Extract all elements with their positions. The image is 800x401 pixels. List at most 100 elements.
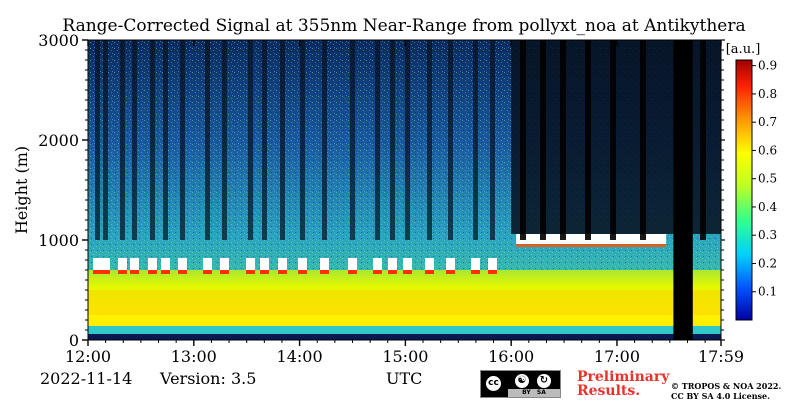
precip-dark-streak	[473, 40, 478, 240]
colorbar-tick-label: 0.7	[758, 115, 777, 129]
precip-dark-streak	[300, 40, 305, 240]
colorbar-tick-label: 0.5	[758, 172, 777, 186]
precip-dark-streak	[103, 40, 108, 240]
cloud-edge-red	[178, 270, 187, 274]
precip-dark-streak	[375, 40, 380, 240]
x-axis: 12:00 13:00 14:00 15:00 16:00 17:00 17:59	[65, 40, 744, 366]
precip-dark-streak	[640, 40, 646, 240]
colorbar-tick-label: 0.6	[758, 143, 777, 157]
by-icon: ☯	[514, 373, 530, 389]
cloud-edge-red	[220, 270, 229, 274]
x-tick-label: 12:00	[65, 347, 111, 366]
precip-dark-streak	[150, 40, 155, 240]
heatmap-area	[87, 39, 722, 341]
near-ground-band	[88, 326, 721, 334]
x-tick-label: 17:59	[698, 347, 744, 366]
x-tick-label: 17:00	[594, 347, 640, 366]
colorbar-tick-label: 0.1	[758, 285, 777, 299]
cloud-base-patch	[320, 258, 329, 270]
precip-dark-streak	[248, 40, 253, 240]
aerosol-peak-band	[88, 290, 721, 315]
cloud-base-patch	[161, 258, 170, 270]
precip-dark-streak	[262, 40, 267, 240]
cloud-base-patch	[278, 258, 287, 270]
cloud-edge-red	[161, 270, 170, 274]
cloud-edge-red	[388, 270, 397, 274]
y-tick-label: 2000	[38, 131, 79, 150]
cloud-base-patch	[178, 258, 187, 270]
precip-dark-streak	[390, 40, 395, 240]
precip-dark-streak	[120, 40, 125, 240]
cloud-edge-red	[488, 270, 497, 274]
copyright-line1: © TROPOS & NOA 2022.	[671, 381, 782, 391]
chart-title: Range-Corrected Signal at 355nm Near-Ran…	[62, 16, 746, 36]
footer-version: Version: 3.5	[160, 369, 257, 388]
colorbar: 0.1 0.2 0.3 0.4 0.5 0.6 0.7 0.8 0.9	[735, 59, 777, 321]
precip-dark-streak	[427, 40, 432, 240]
y-axis-label: Height (m)	[12, 146, 31, 234]
cloud-base-patch	[471, 258, 480, 270]
cloud-edge-red	[148, 270, 157, 274]
cloud-edge-red	[101, 270, 110, 274]
copyright-notice: © TROPOS & NOA 2022. CC BY SA 4.0 Licens…	[671, 381, 781, 401]
cloud-layer-edge	[516, 244, 667, 247]
colorbar-gradient	[735, 59, 753, 321]
precip-dark-streak	[163, 40, 168, 240]
copyright-line2: CC BY SA 4.0 License.	[671, 391, 770, 401]
cloud-base-patch	[373, 258, 382, 270]
ground-overlap-band	[88, 334, 721, 340]
cloud-base-patch	[93, 258, 102, 270]
cloud-edge-red	[348, 270, 357, 274]
colorbar-tick-label: 0.9	[758, 59, 777, 73]
cloud-base-patch	[425, 258, 434, 270]
license-badge-text: BY SA	[508, 389, 560, 397]
precip-dark-streak	[540, 40, 546, 240]
cc-license-badge: cc ☯ ↻ BY SA	[480, 370, 561, 398]
x-tick-label: 14:00	[277, 347, 323, 366]
precip-dark-streak	[448, 40, 453, 240]
cloud-base-patch	[403, 258, 412, 270]
y-tick-label: 1000	[38, 231, 79, 250]
cloud-base-patch	[220, 258, 229, 270]
precip-dark-streak	[585, 40, 591, 240]
cloud-edge-red	[298, 270, 307, 274]
cloud-base-patch	[246, 258, 255, 270]
cloud-base-patch	[130, 258, 139, 270]
precip-dark-streak	[322, 40, 327, 240]
precip-dark-streak	[350, 40, 355, 240]
precip-dark-streak	[560, 40, 566, 240]
footer-date: 2022-11-14	[40, 369, 133, 388]
cloud-edge-red	[278, 270, 287, 274]
preliminary-line1: Preliminary	[577, 369, 670, 385]
precip-dark-streak	[205, 40, 210, 240]
colorbar-tick-label: 0.3	[758, 228, 777, 242]
colorbar-unit-label: [a.u.]	[726, 42, 761, 57]
cloud-edge-red	[425, 270, 434, 274]
precip-dark-streak	[700, 40, 706, 240]
colorbar-tick-label: 0.2	[758, 256, 777, 270]
cloud-edge-red	[118, 270, 127, 274]
precip-dark-streak	[280, 40, 285, 240]
precip-dark-streak	[180, 40, 185, 240]
x-tick-label: 16:00	[488, 347, 534, 366]
precip-dark-streak	[405, 40, 410, 240]
cloud-base-patch	[203, 258, 212, 270]
x-tick-label: 15:00	[382, 347, 428, 366]
y-tick-label: 3000	[38, 31, 79, 50]
precip-dark-streak	[520, 40, 526, 240]
precip-dark-streak	[132, 40, 137, 240]
cloud-base-patch	[388, 258, 397, 270]
sa-icon: ↻	[536, 373, 552, 389]
data-gap	[673, 40, 693, 340]
cloud-base-patch	[118, 258, 127, 270]
colorbar-tick-label: 0.4	[758, 200, 777, 214]
cloud-edge-red	[260, 270, 269, 274]
preliminary-label: Preliminary Results.	[577, 370, 669, 398]
cloud-edge-red	[203, 270, 212, 274]
cloud-edge-red	[471, 270, 480, 274]
cloud-edge-red	[403, 270, 412, 274]
cloud-edge-red	[373, 270, 382, 274]
cloud-edge-red	[93, 270, 102, 274]
cloud-edge-red	[446, 270, 455, 274]
